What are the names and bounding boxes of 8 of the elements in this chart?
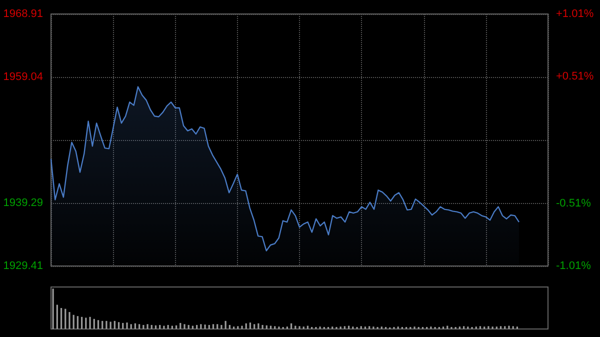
- y-tick-label: 1959.04: [3, 70, 43, 83]
- y-tick-label: 1939.29: [3, 196, 43, 209]
- y2-tick-label: -0.51%: [556, 198, 592, 210]
- y2-tick-label: +0.51%: [556, 70, 594, 82]
- y2-tick-label: +1.01%: [556, 8, 594, 20]
- y2-tick-label: -1.01%: [556, 260, 592, 272]
- y-tick-label: 1968.91: [3, 8, 43, 20]
- y-tick-label: 1929.41: [3, 260, 43, 272]
